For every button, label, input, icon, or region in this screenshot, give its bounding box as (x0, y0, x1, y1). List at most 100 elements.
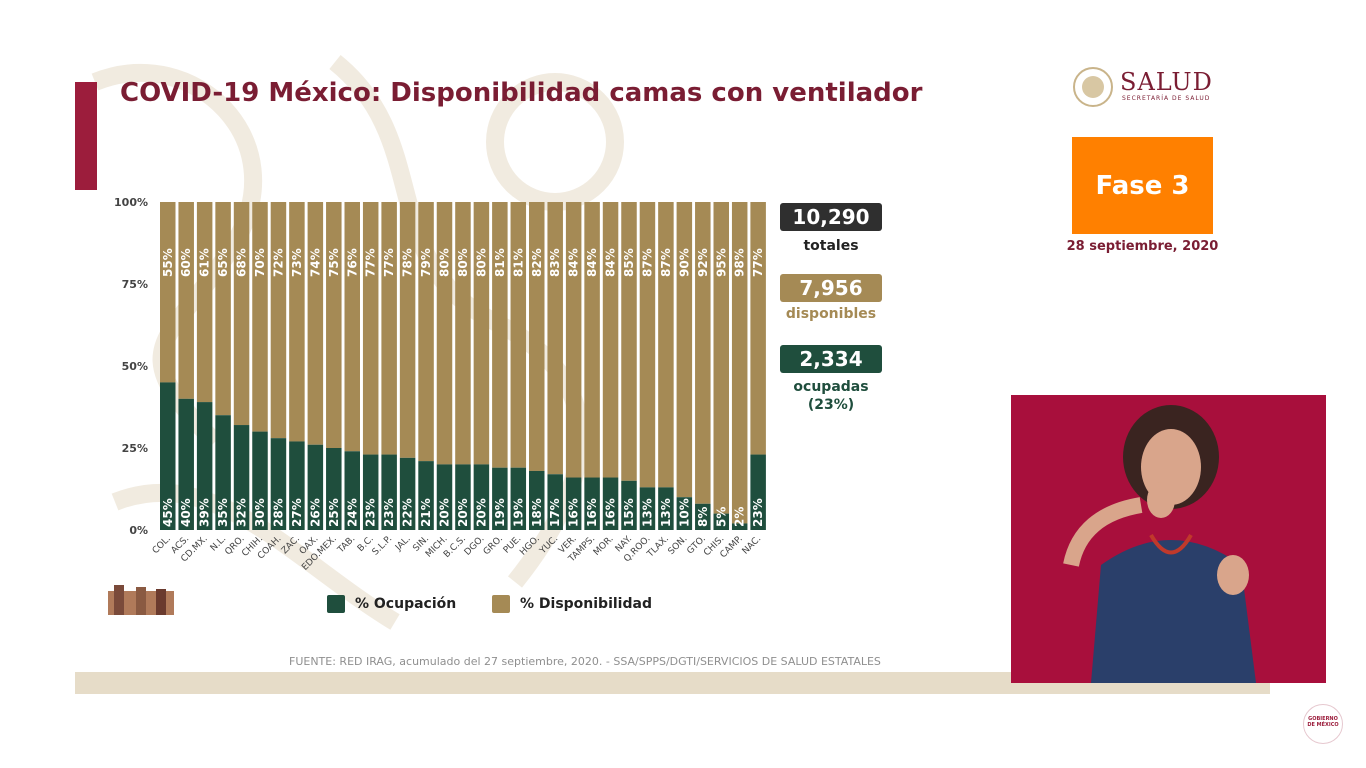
bar-available (492, 202, 508, 468)
data-label-occupied: 19% (511, 498, 525, 527)
bar-occupied (252, 431, 268, 530)
data-label-occupied: 2% (733, 507, 747, 527)
gobierno-mexico-logo-icon: GOBIERNO DE MÉXICO (1303, 704, 1343, 744)
data-label-available: 80% (474, 248, 488, 277)
bar-available (547, 202, 563, 475)
bar-available (713, 202, 729, 514)
phase-date: 28 septiembre, 2020 (1066, 239, 1219, 254)
bar-available (418, 202, 434, 462)
bottom-band (75, 672, 1270, 694)
data-label-available: 73% (290, 248, 304, 277)
bar-occupied (344, 451, 360, 530)
bar-occupied (307, 444, 324, 530)
bar-occupied (695, 503, 711, 530)
data-label-occupied: 10% (677, 498, 691, 527)
data-label-occupied: 32% (235, 498, 249, 527)
data-label-occupied: 23% (382, 498, 396, 527)
bar-available (270, 202, 287, 439)
y-tick-label: 25% (122, 442, 148, 455)
corner-logo-text: GOBIERNO DE MÉXICO (1307, 716, 1339, 728)
data-label-available: 68% (235, 248, 249, 277)
data-label-available: 76% (345, 248, 359, 277)
data-label-occupied: 23% (751, 498, 765, 527)
data-label-available: 74% (308, 248, 322, 277)
bar-available (436, 202, 453, 465)
data-label-occupied: 16% (604, 498, 618, 527)
data-label-available: 83% (548, 248, 562, 277)
y-tick-label: 0% (129, 524, 148, 537)
mural-decoration-icon (108, 585, 174, 615)
data-label-available: 79% (419, 248, 433, 277)
legend-occupied: % Ocupación (355, 596, 457, 612)
bar-occupied (436, 464, 453, 530)
x-tick-label: ZAC. (280, 534, 302, 556)
data-label-occupied: 20% (474, 498, 488, 527)
bar-available (621, 202, 637, 481)
phase-badge: Fase 3 (1072, 137, 1213, 234)
data-label-occupied: 26% (308, 498, 322, 527)
bar-occupied (602, 477, 619, 530)
data-label-occupied: 13% (640, 498, 654, 527)
bar-chart: 0%25%50%75%100%55%45%COL.60%40%ACS.61%39… (114, 196, 766, 573)
data-label-occupied: 40% (179, 498, 193, 527)
bar-occupied (658, 487, 674, 530)
logo-subtitle: SECRETARÍA DE SALUD (1122, 95, 1211, 102)
data-label-occupied: 20% (438, 498, 452, 527)
bar-occupied (196, 402, 213, 530)
bar-available (658, 202, 674, 488)
bar-occupied (510, 467, 527, 530)
legend-available: % Disponibilidad (520, 596, 652, 612)
bar-occupied (270, 438, 287, 530)
data-label-available: 80% (438, 248, 452, 277)
bar-occupied (399, 457, 416, 530)
data-label-occupied: 35% (216, 498, 230, 527)
occupied-beds-percent: (23%) (807, 397, 855, 413)
bar-occupied (529, 470, 545, 530)
bar-available (326, 202, 342, 448)
x-tick-label: S.L.P. (371, 534, 395, 558)
bar-available (362, 202, 379, 455)
bar-available (602, 202, 619, 478)
bar-occupied (178, 398, 194, 530)
data-label-available: 77% (364, 248, 378, 277)
bar-occupied (565, 477, 582, 530)
x-tick-label: MOR. (592, 534, 616, 558)
bar-occupied (676, 497, 693, 530)
bar-available (233, 202, 250, 426)
data-label-available: 84% (604, 248, 618, 277)
data-label-available: 85% (622, 248, 636, 277)
legend-swatch-occupied (327, 595, 345, 613)
data-label-available: 90% (677, 248, 691, 277)
data-label-available: 77% (751, 248, 765, 277)
data-label-occupied: 25% (327, 498, 341, 527)
occupied-beds-value: 2,334 (780, 345, 882, 373)
title-accent-bar (75, 82, 97, 190)
bar-occupied (418, 461, 434, 530)
bar-available (750, 202, 766, 455)
x-tick-label: TAB. (335, 534, 357, 556)
x-tick-label: NAC. (741, 534, 764, 557)
salud-logo-icon (1073, 67, 1113, 107)
bar-available (178, 202, 194, 399)
x-tick-label: GRO. (482, 534, 505, 557)
x-tick-label: YUC. (538, 534, 561, 557)
bar-occupied (473, 464, 490, 530)
bar-available (731, 202, 748, 524)
data-label-occupied: 23% (364, 498, 378, 527)
bar-occupied (639, 487, 656, 530)
data-label-available: 60% (179, 248, 193, 277)
bar-occupied (381, 454, 397, 530)
data-label-occupied: 16% (585, 498, 599, 527)
bar-occupied (492, 467, 508, 530)
data-label-available: 87% (640, 248, 654, 277)
data-label-occupied: 24% (345, 498, 359, 527)
data-label-occupied: 20% (456, 498, 470, 527)
data-label-available: 78% (401, 248, 415, 277)
data-label-occupied: 28% (271, 498, 285, 527)
data-label-available: 61% (198, 248, 212, 277)
data-label-available: 55% (161, 248, 175, 277)
legend-swatch-available (492, 595, 510, 613)
data-label-available: 65% (216, 248, 230, 277)
data-label-occupied: 8% (696, 507, 710, 527)
data-label-occupied: 5% (714, 507, 728, 527)
